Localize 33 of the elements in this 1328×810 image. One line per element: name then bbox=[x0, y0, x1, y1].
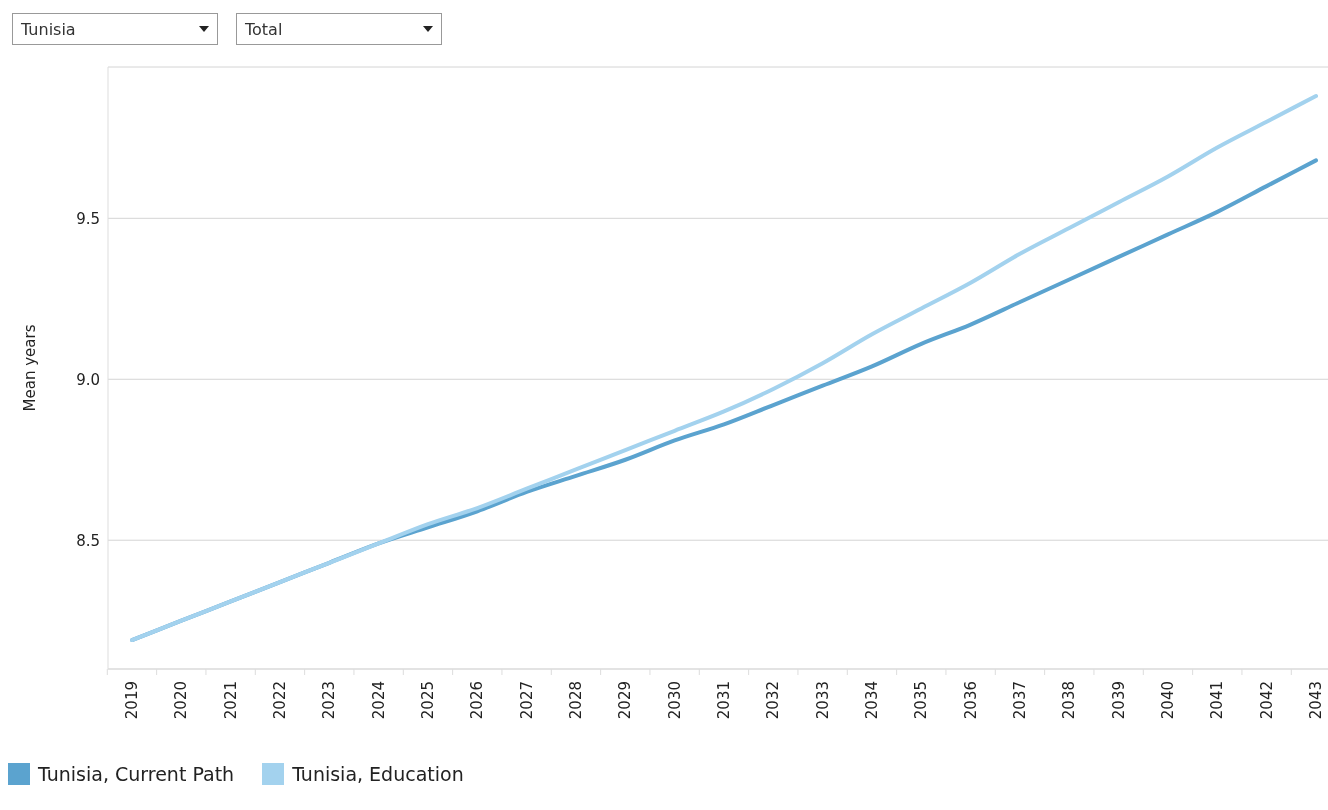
x-tick-label: 2030 bbox=[665, 681, 684, 720]
x-tick-label: 2036 bbox=[961, 681, 980, 720]
x-tick-label: 2032 bbox=[764, 681, 783, 720]
x-tick-label: 2020 bbox=[172, 681, 191, 720]
x-tick-label: 2043 bbox=[1307, 681, 1325, 720]
x-tick-label: 2019 bbox=[123, 681, 141, 720]
x-tick-label: 2021 bbox=[221, 681, 240, 720]
x-tick-label: 2034 bbox=[863, 681, 881, 720]
x-tick-label: 2038 bbox=[1060, 681, 1079, 720]
x-tick-label: 2025 bbox=[419, 681, 437, 720]
x-tick-label: 2035 bbox=[912, 681, 931, 720]
x-tick-label: 2031 bbox=[715, 681, 733, 720]
x-tick-label: 2037 bbox=[1011, 681, 1029, 720]
x-tick-label: 2028 bbox=[567, 681, 585, 720]
x-tick-label: 2033 bbox=[813, 681, 832, 720]
dropdown: Total bbox=[236, 13, 442, 45]
y-tick-label: 8.5 bbox=[76, 531, 100, 550]
x-tick-label: 2026 bbox=[468, 681, 487, 720]
x-tick-label: 2029 bbox=[616, 681, 635, 720]
y-tick-label: 9.5 bbox=[76, 209, 100, 228]
x-tick-label: 2041 bbox=[1208, 681, 1227, 720]
y-tick-label: 9.0 bbox=[76, 370, 100, 389]
x-tick-label: 2039 bbox=[1109, 681, 1128, 720]
x-tick-label: 2040 bbox=[1159, 681, 1177, 720]
legend-label: Tunisia, Current Path bbox=[38, 763, 235, 785]
x-tick-label: 2027 bbox=[517, 681, 536, 720]
x-tick-label: 2023 bbox=[320, 681, 339, 720]
x-tick-label: 2042 bbox=[1257, 681, 1276, 720]
x-tick-label: 2022 bbox=[271, 681, 289, 720]
y-axis-title: Mean years bbox=[21, 324, 40, 412]
legend-label: Tunisia, Education bbox=[292, 763, 464, 785]
dropdown: Tunisia bbox=[12, 13, 218, 45]
x-tick-label: 2024 bbox=[369, 681, 388, 720]
